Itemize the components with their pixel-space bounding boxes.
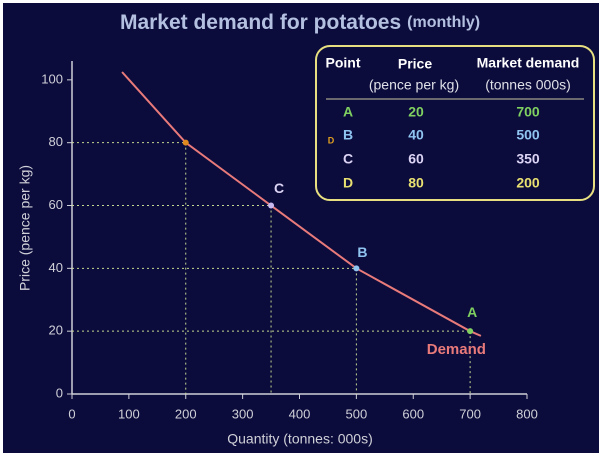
table-cell: 40 [408,127,424,143]
y-tick-label: 80 [49,134,63,149]
subtitle: (monthly) [407,14,480,31]
table-cell: 80 [408,175,424,191]
point [182,139,189,146]
x-tick-label: 500 [346,406,368,421]
table-box [315,45,595,201]
table-cell: 200 [516,175,540,191]
table-subheader: (pence per kg) [369,77,459,93]
x-tick-label: 200 [175,406,197,421]
plot: 0 100 200 300 400 500 600 700 800 0 20 40 60 80 100 Dem… [41,61,538,421]
point [268,202,275,209]
y-tick-label: 60 [49,197,63,212]
y-tick-label: 40 [49,260,63,275]
x-tick-label: 300 [232,406,254,421]
point [467,328,474,335]
table-header: Point [326,55,361,71]
x-tick-label: 0 [68,406,75,421]
table-cell: C [343,151,353,167]
chart-title: Market demand for potatoes (monthly) [120,11,480,34]
point-label: B [357,244,367,260]
x-axis-label: Quantity (tonnes: 000s) [227,431,373,447]
table-cell: A [343,104,353,120]
point-label: A [467,304,477,320]
series-label: Demand [427,341,486,358]
table-cell: 500 [516,127,540,143]
point [353,265,360,272]
x-tick-label: 600 [402,406,424,421]
y-axis-label: Price (pence per kg) [17,165,33,291]
table-cell: B [343,127,353,143]
x-tick-label: 400 [289,406,311,421]
table-subheader: (tonnes 000s) [485,77,571,93]
table-cell: 350 [516,151,540,167]
table-header: Price [398,56,432,72]
table-cell: 20 [408,104,424,120]
table-cell: D [343,175,353,191]
x-tick-label: 700 [459,406,481,421]
table-cell: 60 [408,151,424,167]
y-tick-label: 100 [41,71,63,86]
table-cell: 700 [516,104,540,120]
x-tick-label: 800 [516,406,538,421]
y-tick-label: 20 [49,323,63,338]
x-tick-label: 100 [118,406,140,421]
title: Market demand for potatoes [120,11,401,34]
table-header: Market demand [477,55,580,71]
annotation: D [328,135,335,145]
y-tick-label: 0 [56,385,63,400]
point-label: C [274,180,284,196]
